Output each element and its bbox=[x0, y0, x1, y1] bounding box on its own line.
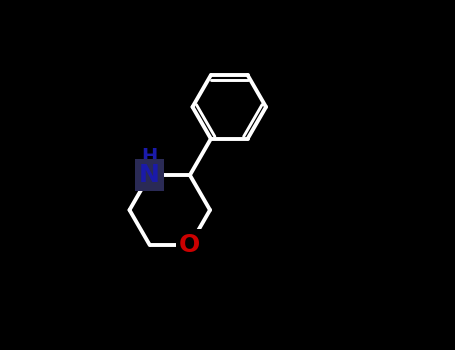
Text: N: N bbox=[139, 163, 160, 187]
Text: O: O bbox=[179, 233, 201, 257]
Text: H: H bbox=[142, 147, 158, 166]
